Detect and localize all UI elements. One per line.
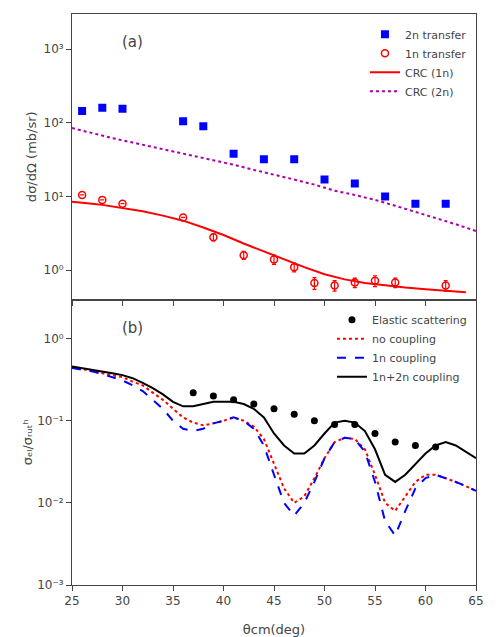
svg-text:30: 30 xyxy=(115,594,130,608)
svg-text:CRC (1n): CRC (1n) xyxy=(405,67,454,80)
svg-text:10⁰: 10⁰ xyxy=(44,332,64,346)
svg-text:10⁻¹: 10⁻¹ xyxy=(37,414,64,428)
svg-text:θcm(deg): θcm(deg) xyxy=(243,622,305,637)
svg-text:35: 35 xyxy=(165,594,180,608)
svg-text:10³: 10³ xyxy=(44,42,64,56)
svg-text:40: 40 xyxy=(216,594,231,608)
svg-text:55: 55 xyxy=(367,594,382,608)
svg-text:10²: 10² xyxy=(44,116,64,130)
svg-text:10⁰: 10⁰ xyxy=(44,263,64,277)
svg-text:60: 60 xyxy=(418,594,433,608)
svg-text:1n+2n coupling: 1n+2n coupling xyxy=(372,371,459,384)
svg-text:1n coupling: 1n coupling xyxy=(372,352,436,365)
svg-text:1n transfer: 1n transfer xyxy=(405,48,466,61)
svg-text:45: 45 xyxy=(266,594,281,608)
svg-text:(b): (b) xyxy=(122,319,143,337)
svg-text:65: 65 xyxy=(468,594,483,608)
svg-text:no coupling: no coupling xyxy=(372,333,436,346)
svg-text:σₑₗ/σᵣᵤₜʰ: σₑₗ/σᵣᵤₜʰ xyxy=(20,419,35,465)
svg-text:10⁻³: 10⁻³ xyxy=(37,578,64,592)
svg-text:dσ/dΩ (mb/sr): dσ/dΩ (mb/sr) xyxy=(24,111,39,202)
svg-text:CRC (2n): CRC (2n) xyxy=(405,86,454,99)
svg-text:(a): (a) xyxy=(122,33,143,51)
svg-text:2n transfer: 2n transfer xyxy=(405,29,466,42)
svg-text:10¹: 10¹ xyxy=(44,190,64,204)
svg-text:Elastic scattering: Elastic scattering xyxy=(372,314,467,327)
svg-text:25: 25 xyxy=(64,594,79,608)
svg-text:10⁻²: 10⁻² xyxy=(37,496,64,510)
svg-text:50: 50 xyxy=(317,594,332,608)
